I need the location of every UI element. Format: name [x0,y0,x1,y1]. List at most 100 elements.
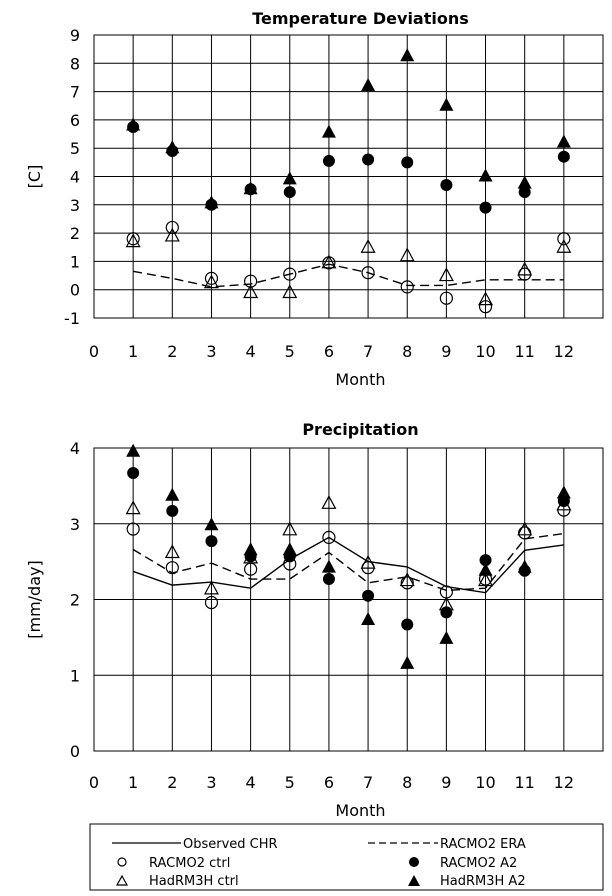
data-point-racmo_a2 [479,554,492,567]
legend-racmo-a2-label: RACMO2 A2 [440,856,517,871]
x-tick-label: 8 [402,773,412,792]
y-axis-label: [C] [25,165,44,189]
data-point-racmo_a2 [127,466,140,479]
legend-hadrm-a2-label: HadRM3H A2 [440,874,526,889]
data-point-hadrm_a2 [556,134,571,148]
x-axis-label: Month [335,801,385,820]
series-hadrm_a2 [126,48,571,209]
data-point-hadrm_a2 [400,655,415,669]
data-point-racmo_ctrl [204,595,219,610]
x-tick-label: 4 [246,342,256,361]
x-tick-label: 11 [515,342,535,361]
data-point-hadrm_ctrl [399,572,415,587]
data-point-hadrm_a2 [361,611,376,625]
x-tick-label: 6 [324,342,334,361]
data-point-hadrm_a2 [478,562,493,576]
x-tick-label: 12 [554,342,574,361]
data-point-racmo_a2 [557,150,570,163]
x-tick-label: 7 [363,342,373,361]
x-tick-label: 9 [441,773,451,792]
y-tick-label: 9 [70,26,80,45]
data-point-hadrm_ctrl [203,580,219,595]
data-point-racmo_a2 [401,156,414,169]
data-point-racmo_a2 [362,153,375,166]
data-point-hadrm_a2 [204,195,219,209]
data-point-racmo_ctrl [322,530,336,544]
series-racmo_a2 [127,466,570,631]
data-point-racmo_ctrl [400,576,414,590]
data-point-hadrm_a2 [400,48,415,62]
y-tick-label: 4 [70,168,80,187]
data-point-racmo_a2 [362,589,375,602]
x-tick-label: 5 [285,342,295,361]
legend-hadrm-ctrl-marker [115,874,129,886]
data-point-hadrm_ctrl [478,572,494,587]
y-tick-label: 2 [70,591,80,610]
y-tick-label: -1 [64,309,80,328]
y-tick-label: 6 [70,111,80,130]
data-point-racmo_ctrl [400,280,414,294]
data-point-hadrm_ctrl [125,233,141,248]
data-point-hadrm_ctrl [438,267,454,282]
legend-racmo-ctrl-marker [117,857,127,867]
data-point-hadrm_ctrl [321,254,337,269]
x-tick-label: 4 [246,773,256,792]
data-point-racmo_ctrl [165,220,179,235]
legend-racmo-ctrl-label: RACMO2 ctrl [149,856,230,871]
data-point-racmo_a2 [440,606,453,619]
legend-era-label: RACMO2 ERA [440,837,526,852]
data-point-hadrm_ctrl [517,261,533,276]
data-point-racmo_ctrl [557,232,571,246]
data-point-hadrm_a2 [243,542,258,556]
x-tick-label: 7 [363,773,373,792]
data-point-hadrm_a2 [282,171,297,185]
series-hadrm_a2 [126,443,571,669]
data-point-racmo_a2 [518,186,531,199]
y-tick-label: 8 [70,54,80,73]
y-tick-label: 2 [70,224,80,243]
data-point-hadrm_ctrl [360,238,376,253]
data-point-hadrm_a2 [439,97,454,111]
data-point-hadrm_ctrl [203,274,219,289]
y-tick-label: 4 [70,439,80,458]
data-point-hadrm_ctrl [517,521,533,536]
data-point-racmo_a2 [440,178,453,191]
x-tick-label: 2 [167,342,177,361]
data-point-racmo_ctrl [244,274,258,288]
data-point-hadrm_ctrl [556,238,572,253]
y-tick-label: 5 [70,139,80,158]
data-point-racmo_ctrl [361,266,375,280]
data-point-racmo_a2 [166,504,179,517]
data-point-hadrm_a2 [321,124,336,138]
x-tick-label: 3 [206,773,216,792]
data-point-hadrm_ctrl [282,284,298,299]
data-point-racmo_ctrl [283,267,297,281]
x-tick-label: 1 [128,342,138,361]
data-point-hadrm_a2 [556,485,571,499]
data-point-hadrm_a2 [126,117,141,131]
chart-title: Temperature Deviations [252,9,469,28]
series-hadrm_ctrl [125,495,572,611]
data-point-racmo_ctrl [439,291,453,305]
data-point-hadrm_a2 [478,168,493,182]
series-racmo_era [133,263,564,288]
x-tick-label: 0 [89,773,99,792]
data-point-hadrm_a2 [517,559,532,573]
data-point-hadrm_a2 [282,542,297,556]
x-axis-label: Month [335,370,385,389]
series-line-racmo_era [133,263,564,288]
data-point-hadrm_ctrl [321,495,337,509]
data-point-hadrm_a2 [165,487,180,501]
y-tick-label: 0 [70,742,80,761]
data-point-racmo_ctrl [126,522,140,536]
data-point-hadrm_a2 [321,559,336,573]
x-tick-label: 9 [441,342,451,361]
data-point-hadrm_a2 [517,175,532,189]
y-tick-label: 1 [70,252,80,271]
data-point-racmo_ctrl [126,232,140,246]
x-tick-label: 5 [285,773,295,792]
data-point-hadrm_ctrl [125,500,141,515]
y-tick-label: 1 [70,666,80,685]
